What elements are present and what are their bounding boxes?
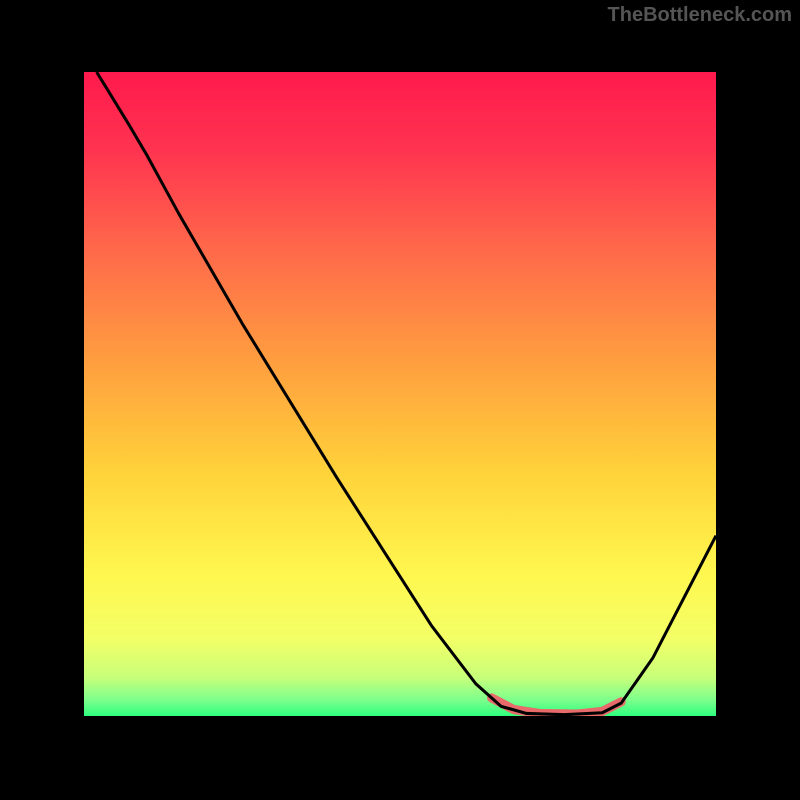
watermark-text: TheBottleneck.com: [608, 4, 792, 27]
plot-frame: [42, 30, 758, 758]
curve-overlay: [84, 72, 716, 716]
bottleneck-curve: [97, 72, 716, 715]
chart-root: TheBottleneck.com: [0, 0, 800, 800]
